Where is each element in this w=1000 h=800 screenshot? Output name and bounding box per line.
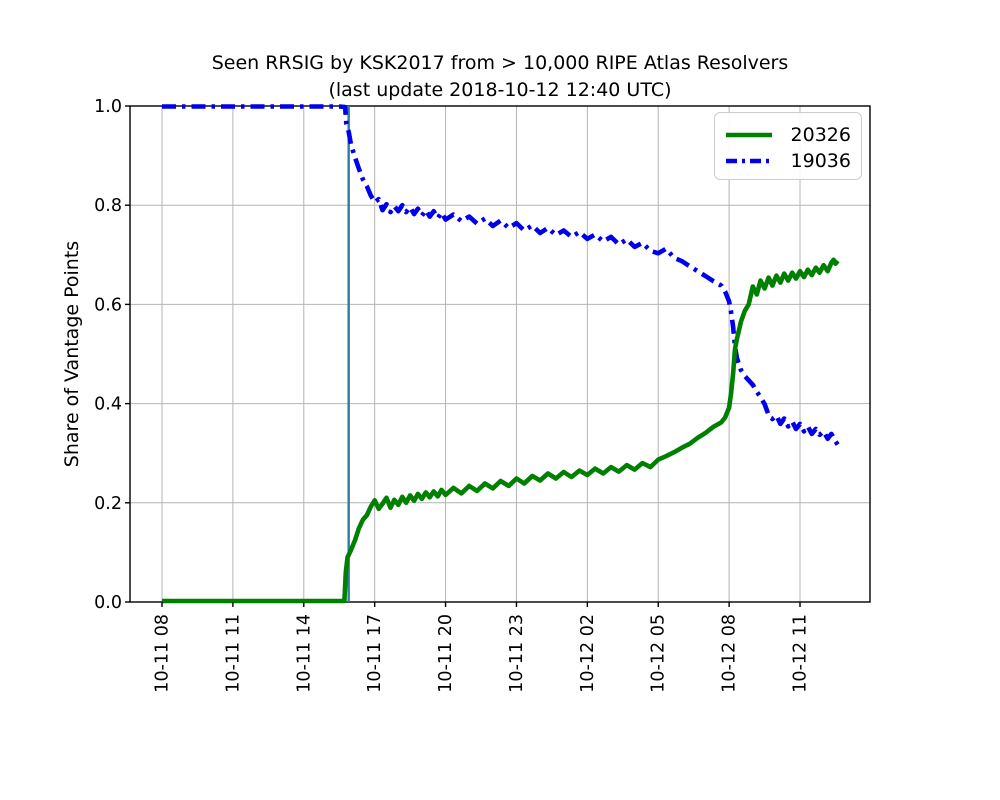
y-tick-label: 0.8 (94, 196, 122, 216)
legend: 20326 19036 (714, 112, 862, 180)
x-tick-label: 10-12 05 (649, 614, 669, 693)
legend-item-20326: 20326 (725, 122, 851, 148)
chart-subtitle: (last update 2018-10-12 12:40 UTC) (328, 79, 672, 101)
x-tick-label: 10-12 02 (578, 614, 598, 693)
y-tick-label: 0.4 (94, 395, 122, 415)
y-axis-label: Share of Vantage Points (61, 240, 83, 468)
x-tick-label: 10-11 17 (365, 614, 385, 693)
legend-line-sample-solid (725, 132, 773, 138)
y-tick-label: 0.2 (94, 494, 122, 514)
x-tick-label: 10-11 08 (153, 614, 173, 693)
x-tick-label: 10-11 14 (294, 614, 314, 693)
x-tick-label: 10-12 11 (791, 614, 811, 693)
chart-title: Seen RRSIG by KSK2017 from > 10,000 RIPE… (211, 52, 789, 74)
y-tick-label: 0.0 (94, 593, 122, 613)
series-line-19036 (162, 104, 840, 447)
chart-title-block: Seen RRSIG by KSK2017 from > 10,000 RIPE… (130, 50, 870, 104)
legend-label: 20326 (790, 124, 851, 146)
legend-item-19036: 19036 (725, 148, 851, 174)
x-tick-label: 10-11 23 (507, 614, 527, 693)
x-tick-label: 10-11 11 (223, 614, 243, 693)
legend-line-sample-dashdot (725, 158, 773, 164)
y-tick-label: 1.0 (94, 97, 122, 117)
y-tick-label: 0.6 (94, 295, 122, 315)
x-tick-label: 10-12 08 (720, 614, 740, 693)
series-line-20326 (162, 257, 840, 604)
x-tick-label: 10-11 20 (436, 614, 456, 693)
legend-label: 19036 (790, 150, 851, 172)
axes-frame (129, 105, 871, 603)
